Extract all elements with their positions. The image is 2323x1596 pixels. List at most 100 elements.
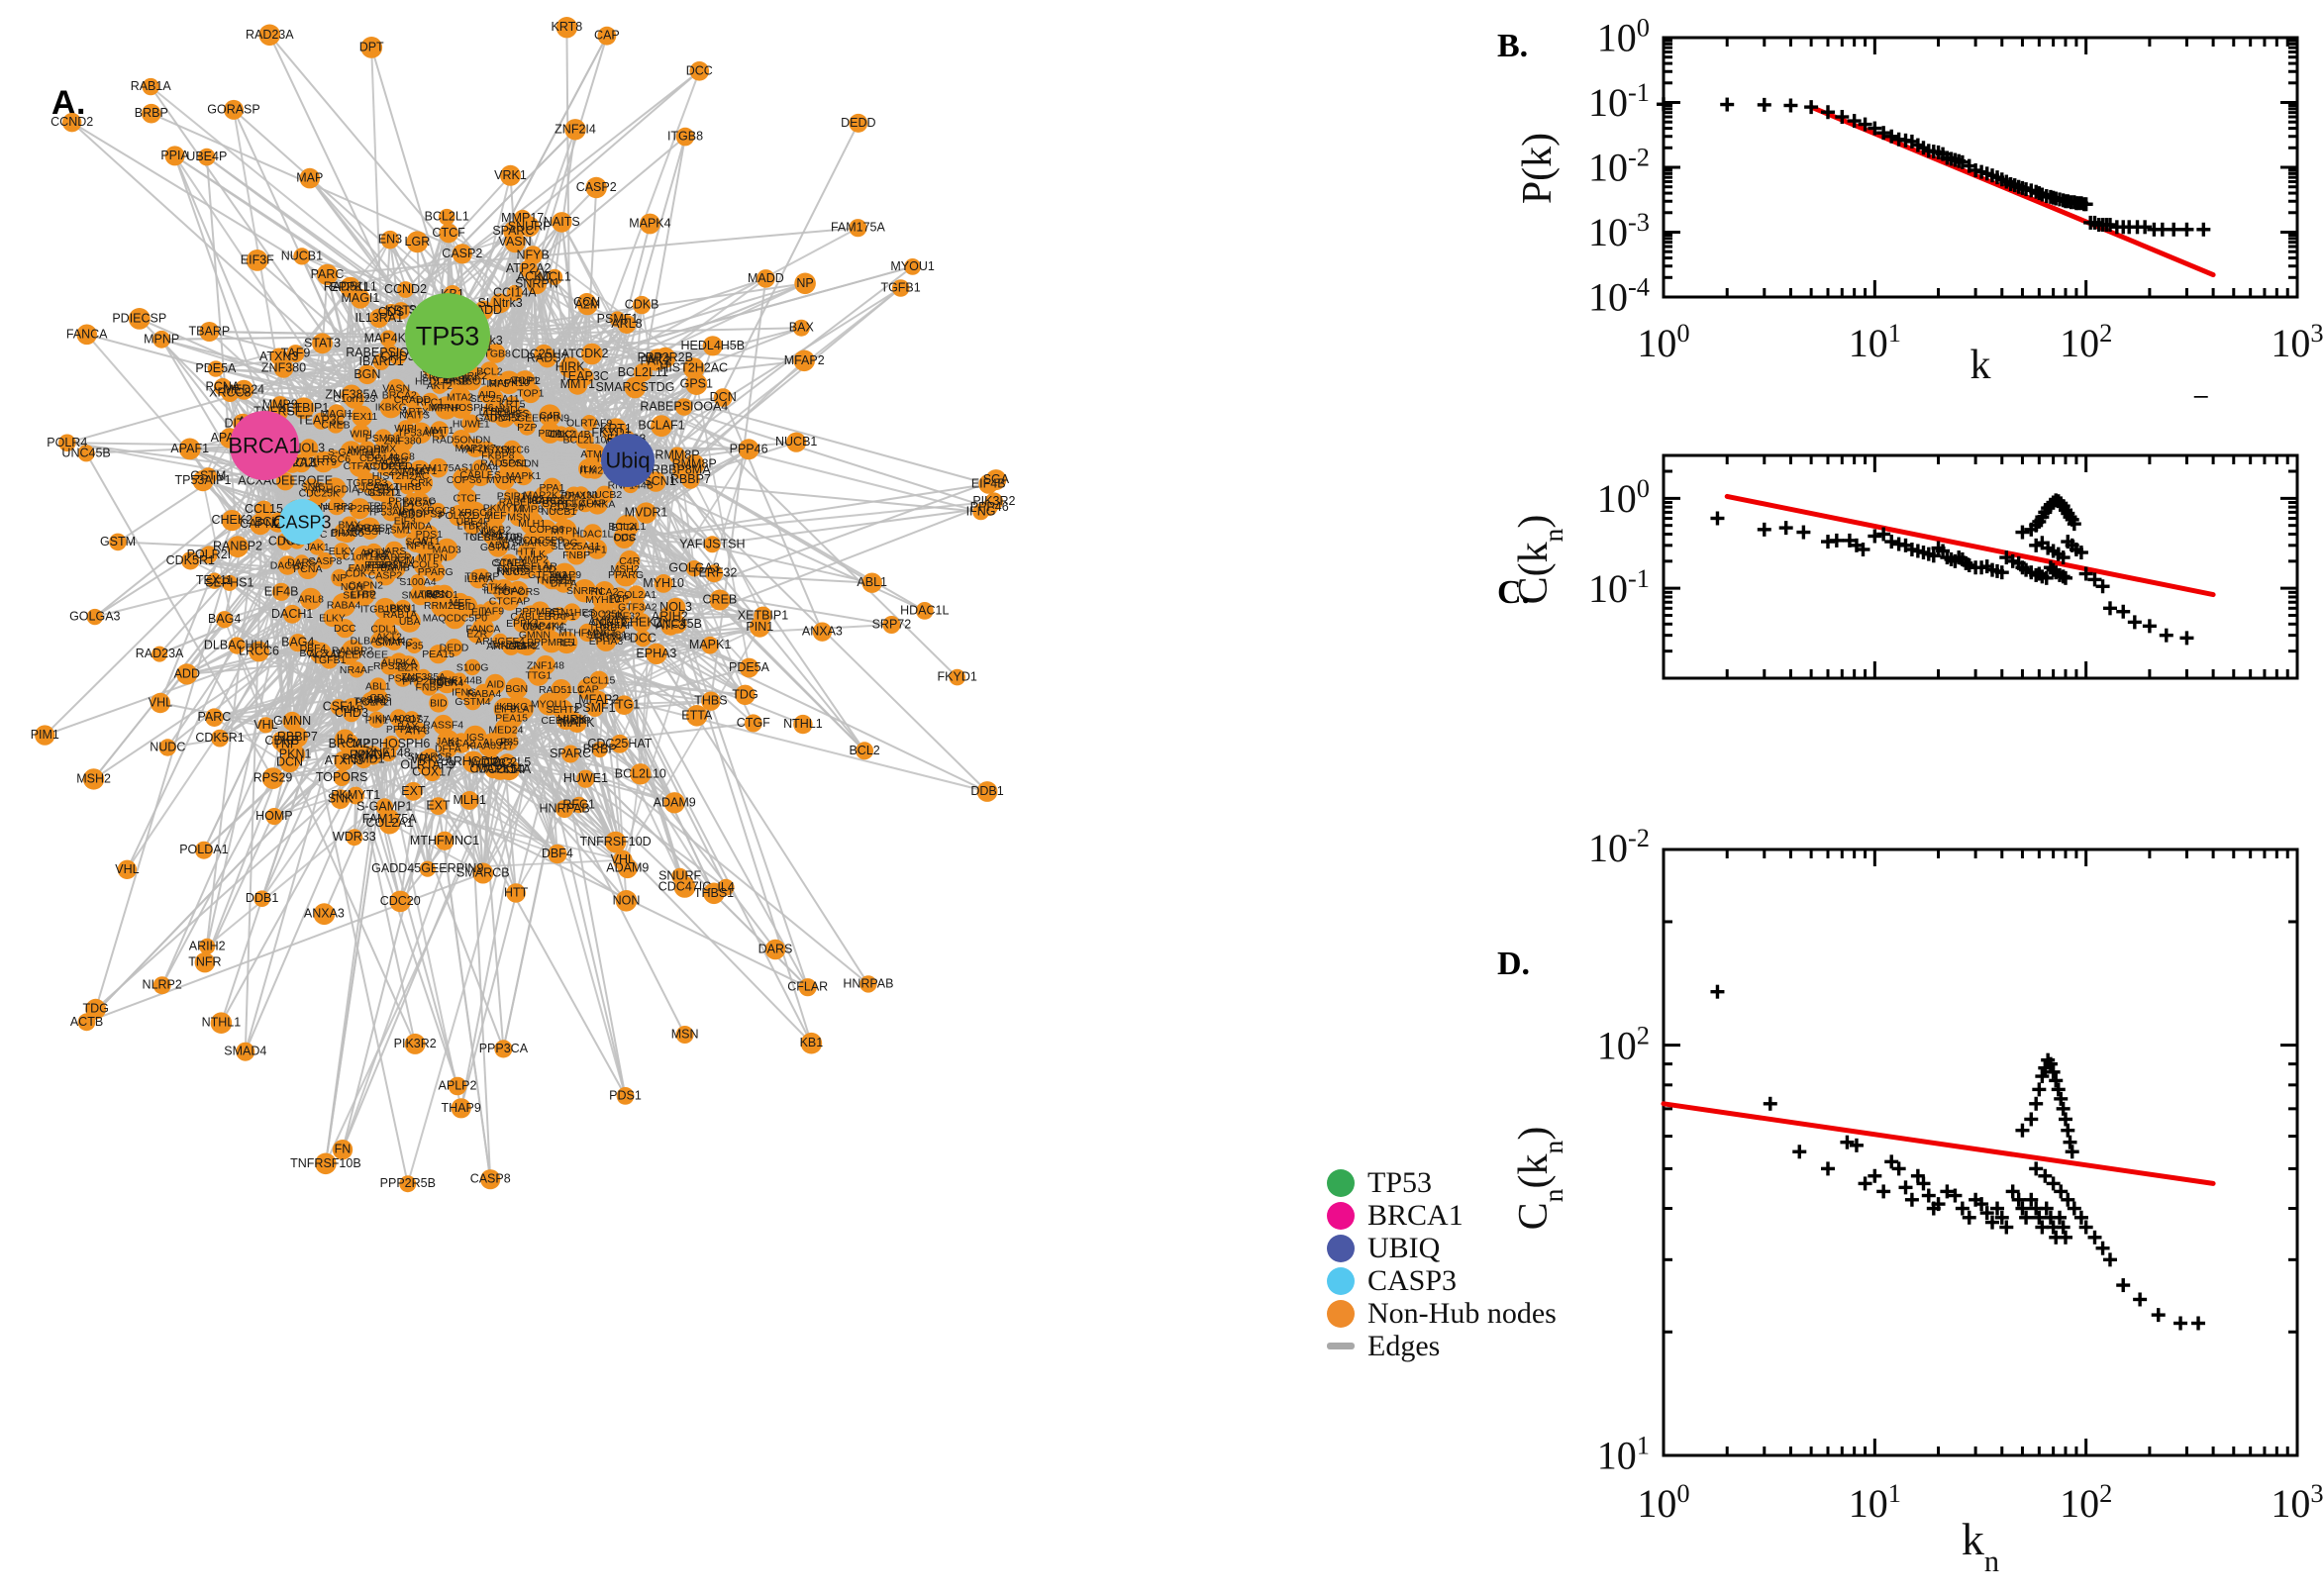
legend-swatch-line xyxy=(1327,1343,1355,1349)
network-node xyxy=(178,438,201,460)
network-node xyxy=(435,670,458,694)
legend-item-label: Edges xyxy=(1367,1329,1441,1362)
network-node-label: RPS29 xyxy=(373,660,406,672)
network-node-label: DHX30 xyxy=(564,490,598,502)
network-node-label: ITGB1BP3 xyxy=(360,603,410,615)
axis-title: kn xyxy=(1962,1514,1999,1578)
network-node xyxy=(194,951,216,973)
network-node xyxy=(794,272,816,295)
network-node xyxy=(293,248,311,265)
network-node xyxy=(351,405,373,427)
axis-tick-label: 10-1 xyxy=(1588,77,1650,125)
network-node xyxy=(564,486,583,505)
network-node-label: CAP xyxy=(594,29,620,43)
network-node xyxy=(701,636,719,654)
network-node-label: DCC xyxy=(686,63,713,77)
network-node-label: IL1RA xyxy=(464,573,493,585)
network-node xyxy=(503,697,522,716)
network-node-label: MTHFMNC1 xyxy=(410,834,479,848)
network-node-label: PAK2 xyxy=(514,641,540,652)
network-node xyxy=(394,718,418,741)
network-node xyxy=(576,769,595,788)
network-node-label: DBF4 xyxy=(542,847,573,860)
network-node-label: MADD xyxy=(748,271,784,285)
network-node xyxy=(786,432,807,452)
network-node xyxy=(403,390,422,409)
network-node xyxy=(461,414,481,434)
network-node-label: TOP1 xyxy=(517,388,544,400)
network-node-label: ABL1 xyxy=(857,575,887,589)
network-node xyxy=(150,692,171,714)
network-node-label: EIF3F xyxy=(241,252,274,266)
network-node-label: NON xyxy=(613,893,641,907)
network-node xyxy=(633,362,653,382)
network-node xyxy=(357,364,377,385)
network-node xyxy=(583,524,603,544)
network-node xyxy=(553,426,569,442)
network-node xyxy=(595,485,614,504)
network-node xyxy=(689,61,710,81)
network-node-label: UBA xyxy=(399,616,421,628)
network-node-label: C4R xyxy=(540,410,560,422)
panel-c-label: C. xyxy=(1497,574,1531,611)
network-node-label: PSMD1 xyxy=(343,752,385,766)
network-node xyxy=(615,514,640,539)
network-node-label: BCLAF1 xyxy=(638,419,684,433)
network-node xyxy=(646,643,667,665)
network-node-label: CTCF xyxy=(454,493,481,505)
network-node xyxy=(675,398,693,416)
network-node-label: XRCC8 xyxy=(209,386,251,400)
network-node xyxy=(500,164,521,186)
network-node xyxy=(506,284,523,302)
network-node-label: MSN xyxy=(671,1028,699,1042)
network-node xyxy=(316,551,334,569)
axis-tick-label: 10-4 xyxy=(1588,272,1650,320)
network-node-label: GSTM4 xyxy=(480,542,516,553)
network-node xyxy=(351,586,368,604)
network-node xyxy=(904,258,921,275)
plot-frame xyxy=(1662,848,2299,1457)
network-node-label: CDK5R1 xyxy=(195,731,244,745)
network-node xyxy=(547,268,563,285)
network-node xyxy=(517,635,538,656)
network-node-label: PSIP1 xyxy=(367,559,397,571)
network-node xyxy=(221,510,243,532)
network-node xyxy=(493,468,515,490)
network-node-label: CASP2 xyxy=(442,247,482,260)
network-node-label: ITGB8 xyxy=(667,130,703,144)
network-node xyxy=(333,543,351,560)
network-node xyxy=(277,555,298,575)
network-node xyxy=(764,939,786,960)
network-node-label: TEX11 xyxy=(196,573,233,587)
network-node xyxy=(312,412,330,430)
axis-title: P(k) xyxy=(1515,133,1561,204)
network-node xyxy=(288,634,307,652)
network-node-label: S100A4 xyxy=(461,462,499,474)
network-node xyxy=(519,259,538,278)
network-node xyxy=(261,767,284,789)
network-node-label: PPP2R5B xyxy=(380,1176,436,1190)
legend-swatch-dot xyxy=(1327,1266,1355,1295)
network-node-label: ALG8 xyxy=(483,737,510,748)
network-node-label: DEDD xyxy=(440,643,469,654)
network-node-label: PSMF1 xyxy=(597,312,639,326)
network-node xyxy=(500,733,519,750)
network-node-label: DARS xyxy=(758,943,793,956)
network-graph: MAGI1 CCI14A DHX30 CDC25K KIAA0317 THAP9 CDC14… xyxy=(31,17,1015,1193)
network-node xyxy=(562,603,581,622)
network-node xyxy=(420,678,439,696)
network-node xyxy=(630,763,652,785)
network-node xyxy=(506,492,527,512)
network-node-label: EXT xyxy=(401,784,426,798)
network-node xyxy=(492,633,508,648)
network-node xyxy=(556,17,578,39)
network-node-label: EPHA3 xyxy=(636,647,676,660)
network-node xyxy=(385,634,403,650)
plot-B-data xyxy=(1657,97,2211,237)
network-node xyxy=(316,263,339,286)
network-node xyxy=(333,769,351,786)
network-node xyxy=(681,470,700,489)
network-node xyxy=(451,1098,471,1119)
network-node-label: PPP3CA xyxy=(479,1042,529,1055)
network-node xyxy=(200,546,218,564)
